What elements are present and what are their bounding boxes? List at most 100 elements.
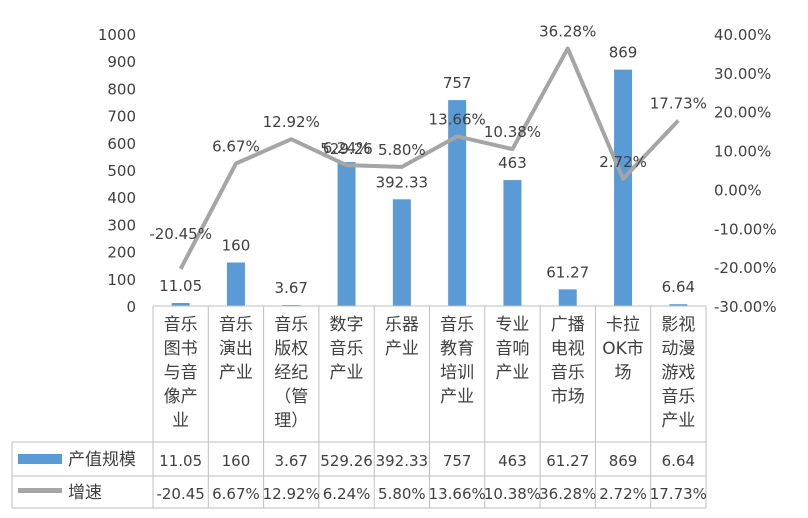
- category-label: 音乐: [661, 387, 695, 407]
- line-data-label: 13.66%: [429, 110, 486, 128]
- category-label: 音乐: [330, 339, 364, 359]
- category-label: （管: [274, 387, 308, 407]
- category-label: 产业: [330, 363, 364, 383]
- bar: [448, 100, 467, 306]
- line-data-label: 2.72%: [599, 153, 647, 171]
- category-label: 广播: [551, 315, 585, 335]
- y-left-tick-label: 100: [107, 271, 136, 289]
- category-label: 市场: [551, 387, 585, 407]
- category-label: 乐器: [385, 315, 419, 335]
- bar-data-label: 6.64: [662, 278, 695, 296]
- line-data-label: 6.67%: [212, 138, 260, 156]
- y-right-tick-label: -10.00%: [714, 220, 777, 238]
- table-cell: 12.92%: [263, 485, 320, 503]
- table-cell: 11.05: [159, 452, 202, 470]
- y-right-tick-label: 20.00%: [714, 104, 771, 122]
- y-left-tick-label: 1000: [98, 26, 136, 44]
- category-label: 教育: [440, 339, 474, 359]
- bar: [614, 69, 633, 306]
- bar: [669, 304, 688, 306]
- y-left-tick-label: 600: [107, 135, 136, 153]
- category-label: 场: [615, 363, 632, 383]
- bar-data-label: 3.67: [275, 279, 308, 297]
- category-label: 理）: [274, 411, 308, 431]
- table-cell: 6.67%: [212, 485, 260, 503]
- y-right-tick-label: 30.00%: [714, 65, 771, 83]
- y-right-tick-label: 10.00%: [714, 143, 771, 161]
- table-cell: 36.28%: [539, 485, 596, 503]
- table-cell: 392.33: [376, 452, 429, 470]
- line-data-label: -20.45%: [149, 225, 212, 243]
- category-label: 演出: [219, 339, 253, 359]
- category-label: 经纪: [274, 363, 308, 383]
- y-left-tick-label: 500: [107, 162, 136, 180]
- y-right-tick-label: 0.00%: [714, 181, 762, 199]
- bar-data-label: 61.27: [546, 263, 589, 281]
- legend-label: 产值规模: [68, 450, 136, 470]
- table-cell: 757: [443, 452, 472, 470]
- legend-swatch-line: [18, 488, 62, 493]
- category-label: 音乐: [219, 315, 253, 335]
- y-left-tick-label: 700: [107, 108, 136, 126]
- category-label: 培训: [440, 363, 474, 383]
- y-left-tick-label: 200: [107, 244, 136, 262]
- category-label: 音乐: [274, 315, 308, 335]
- y-right-tick-label: -20.00%: [714, 259, 777, 277]
- bar-data-label: 529.26: [320, 140, 373, 158]
- growth-line: [178, 46, 680, 270]
- category-label: 音响: [495, 339, 529, 359]
- table-cell: 2.72%: [599, 485, 647, 503]
- bar-data-label: 463: [498, 154, 527, 172]
- category-label: 产业: [440, 387, 474, 407]
- category-label: 专业: [495, 315, 529, 335]
- table-cell: 61.27: [546, 452, 589, 470]
- table-cell: 10.38%: [484, 485, 541, 503]
- bar: [558, 289, 577, 306]
- category-label: 产业: [385, 339, 419, 359]
- line-data-label: 10.38%: [484, 123, 541, 141]
- category-label: 产业: [495, 363, 529, 383]
- line-data-label: 36.28%: [539, 22, 596, 40]
- table-cell: 13.66%: [429, 485, 486, 503]
- bar: [392, 199, 411, 306]
- line-data-label: 17.73%: [650, 95, 707, 113]
- category-label: 音乐: [551, 363, 585, 383]
- category-label: 音乐: [164, 315, 198, 335]
- legend-label: 增速: [68, 483, 102, 503]
- category-label: 游戏: [661, 363, 695, 383]
- bar: [171, 302, 190, 306]
- y-left-tick-label: 800: [107, 80, 136, 98]
- category-label: OK市: [602, 339, 644, 359]
- y-left-tick-label: 400: [107, 189, 136, 207]
- table-cell: 529.26: [320, 452, 373, 470]
- category-label: 动漫: [661, 339, 695, 359]
- table-cell: 3.67: [275, 452, 308, 470]
- table-cell: 160: [222, 452, 251, 470]
- line-data-label: 5.80%: [378, 141, 426, 159]
- line-data-label: 6.24%: [323, 139, 371, 157]
- bar: [337, 162, 356, 306]
- table-cell: 869: [609, 452, 638, 470]
- bar-data-label: 392.33: [376, 173, 429, 191]
- category-label: 像产: [164, 387, 198, 407]
- y-left-tick-label: 0: [126, 298, 136, 316]
- table-cell: 17.73%: [650, 485, 707, 503]
- y-right-tick-label: 40.00%: [714, 26, 771, 44]
- bar: [503, 180, 522, 306]
- category-label: 产业: [219, 363, 253, 383]
- bar: [226, 262, 245, 306]
- bar-data-label: 160: [222, 236, 251, 254]
- category-label: 数字: [330, 315, 364, 335]
- y-left-tick-label: 300: [107, 216, 136, 234]
- category-label: 卡拉: [606, 315, 640, 335]
- category-label: 影视: [661, 315, 695, 335]
- category-label: 与音: [164, 363, 198, 383]
- legend-swatch-bar: [18, 454, 62, 464]
- y-left-tick-label: 900: [107, 53, 136, 71]
- table-cell: -20.45: [156, 485, 204, 503]
- category-label: 产业: [661, 411, 695, 431]
- bar-data-label: 757: [443, 74, 472, 92]
- table-cell: 6.24%: [323, 485, 371, 503]
- category-label: 音乐: [440, 315, 474, 335]
